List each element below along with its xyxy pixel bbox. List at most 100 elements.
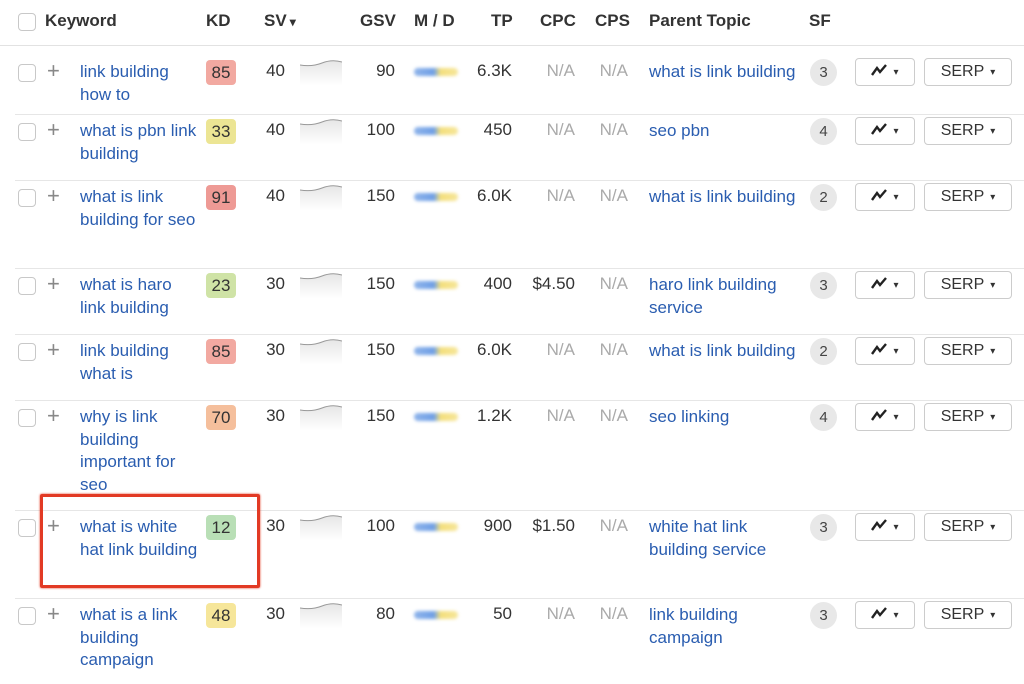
cps-value: N/A — [599, 406, 628, 425]
traffic-potential: 1.2K — [477, 406, 512, 425]
serp-features-count[interactable]: 2 — [810, 184, 837, 211]
global-search-volume: 90 — [376, 61, 395, 80]
keyword-link[interactable]: what is haro link building — [80, 275, 172, 317]
add-to-list-icon[interactable]: + — [47, 513, 60, 538]
parent-topic-link[interactable]: link building campaign — [649, 605, 738, 647]
serp-features-count[interactable]: 3 — [810, 602, 837, 629]
col-tp[interactable]: TP — [491, 11, 513, 30]
mobile-desktop-bar — [414, 193, 458, 201]
col-kd[interactable]: KD — [206, 11, 231, 30]
keyword-link[interactable]: what is pbn link building — [80, 121, 197, 163]
table-row: + what is a link building campaign 48 30… — [15, 599, 1024, 684]
add-to-list-icon[interactable]: + — [47, 403, 60, 428]
table-row: + what is haro link building 23 30 150 4… — [15, 269, 1024, 335]
keyword-link[interactable]: link building how to — [80, 62, 169, 104]
caret-down-icon: ▾ — [990, 67, 996, 78]
serp-dropdown[interactable]: SERP ▾ — [924, 58, 1012, 86]
col-md[interactable]: M / D — [414, 11, 455, 30]
add-to-list-icon[interactable]: + — [47, 337, 60, 362]
serp-features-count[interactable]: 3 — [810, 272, 837, 299]
traffic-potential: 6.3K — [477, 61, 512, 80]
row-checkbox[interactable] — [18, 409, 36, 427]
serp-features-count[interactable]: 2 — [810, 338, 837, 365]
row-checkbox[interactable] — [18, 343, 36, 361]
trend-chart-dropdown[interactable]: ▾ — [855, 403, 915, 431]
caret-down-icon: ▾ — [990, 126, 996, 137]
trend-sparkline — [300, 405, 342, 431]
traffic-potential: 900 — [483, 516, 512, 535]
add-to-list-icon[interactable]: + — [47, 58, 60, 83]
serp-features-count[interactable]: 4 — [810, 118, 837, 145]
trend-line-icon — [871, 64, 888, 76]
parent-topic-link[interactable]: seo pbn — [649, 121, 710, 140]
keyword-link[interactable]: what is a link building campaign — [80, 605, 178, 669]
caret-down-icon: ▾ — [893, 192, 899, 203]
serp-dropdown[interactable]: SERP ▾ — [924, 117, 1012, 145]
col-cps[interactable]: CPS — [595, 11, 630, 30]
row-checkbox[interactable] — [18, 123, 36, 141]
cps-value: N/A — [599, 516, 628, 535]
trend-chart-dropdown[interactable]: ▾ — [855, 513, 915, 541]
col-parent-topic[interactable]: Parent Topic — [649, 11, 751, 30]
cps-value: N/A — [599, 186, 628, 205]
row-checkbox[interactable] — [18, 519, 36, 537]
row-checkbox[interactable] — [18, 607, 36, 625]
serp-features-count[interactable]: 3 — [810, 59, 837, 86]
trend-chart-dropdown[interactable]: ▾ — [855, 271, 915, 299]
parent-topic-link[interactable]: what is link building — [649, 341, 796, 360]
col-keyword[interactable]: Keyword — [45, 11, 117, 30]
search-volume: 40 — [266, 120, 285, 139]
col-sv[interactable]: SV ▾ — [264, 11, 296, 31]
search-volume: 30 — [266, 340, 285, 359]
row-checkbox[interactable] — [18, 189, 36, 207]
keyword-link[interactable]: what is link building for seo — [80, 187, 196, 229]
trend-chart-dropdown[interactable]: ▾ — [855, 183, 915, 211]
parent-topic-link[interactable]: what is link building — [649, 62, 796, 81]
trend-line-icon — [871, 409, 888, 421]
caret-down-icon: ▾ — [990, 346, 996, 357]
sort-desc-icon: ▾ — [289, 15, 296, 29]
cpc-value: N/A — [546, 604, 575, 623]
serp-features-count[interactable]: 3 — [810, 514, 837, 541]
parent-topic-link[interactable]: seo linking — [649, 407, 730, 426]
serp-dropdown[interactable]: SERP ▾ — [924, 183, 1012, 211]
parent-topic-link[interactable]: haro link building service — [649, 275, 777, 317]
serp-dropdown[interactable]: SERP ▾ — [924, 403, 1012, 431]
parent-topic-link[interactable]: white hat link building service — [649, 517, 767, 559]
trend-chart-dropdown[interactable]: ▾ — [855, 601, 915, 629]
serp-label: SERP — [940, 63, 985, 80]
serp-features-count[interactable]: 4 — [810, 404, 837, 431]
caret-down-icon: ▾ — [893, 67, 899, 78]
traffic-potential: 400 — [483, 274, 512, 293]
col-gsv[interactable]: GSV — [360, 11, 396, 30]
cps-value: N/A — [599, 604, 628, 623]
caret-down-icon: ▾ — [893, 280, 899, 291]
col-cpc[interactable]: CPC — [540, 11, 576, 30]
col-sf[interactable]: SF — [809, 11, 831, 30]
add-to-list-icon[interactable]: + — [47, 117, 60, 142]
add-to-list-icon[interactable]: + — [47, 183, 60, 208]
trend-chart-dropdown[interactable]: ▾ — [855, 58, 915, 86]
trend-line-icon — [871, 519, 888, 531]
kd-badge: 12 — [206, 515, 236, 540]
trend-chart-dropdown[interactable]: ▾ — [855, 117, 915, 145]
keyword-link[interactable]: what is white hat link building — [80, 517, 198, 559]
keyword-link[interactable]: link building what is — [80, 341, 169, 383]
table-row: + what is white hat link building 12 30 … — [15, 511, 1024, 599]
parent-topic-link[interactable]: what is link building — [649, 187, 796, 206]
cpc-value: N/A — [546, 340, 575, 359]
add-to-list-icon[interactable]: + — [47, 271, 60, 296]
select-all-checkbox[interactable] — [18, 13, 36, 31]
row-checkbox[interactable] — [18, 277, 36, 295]
global-search-volume: 150 — [366, 406, 395, 425]
serp-dropdown[interactable]: SERP ▾ — [924, 337, 1012, 365]
row-checkbox[interactable] — [18, 64, 36, 82]
kd-badge: 70 — [206, 405, 236, 430]
serp-dropdown[interactable]: SERP ▾ — [924, 513, 1012, 541]
trend-line-icon — [871, 123, 888, 135]
keyword-link[interactable]: why is link building important for seo — [80, 407, 176, 494]
serp-dropdown[interactable]: SERP ▾ — [924, 271, 1012, 299]
add-to-list-icon[interactable]: + — [47, 601, 60, 626]
serp-dropdown[interactable]: SERP ▾ — [924, 601, 1012, 629]
trend-chart-dropdown[interactable]: ▾ — [855, 337, 915, 365]
